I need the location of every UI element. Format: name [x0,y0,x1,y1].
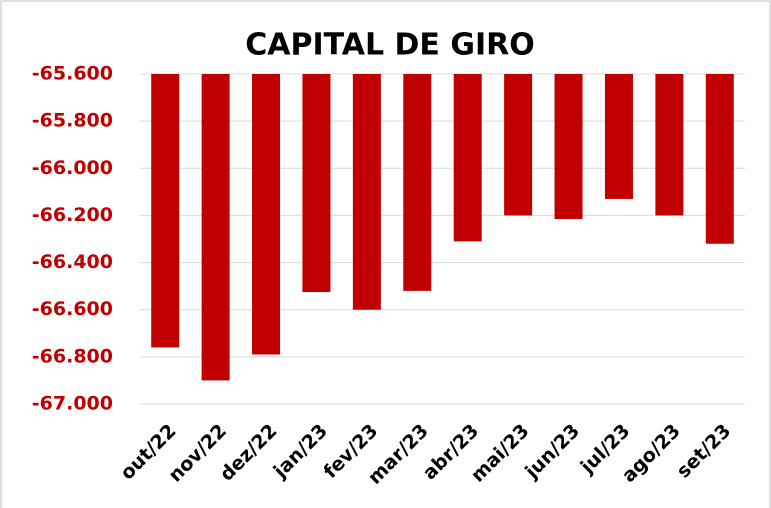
bar [403,74,432,291]
bar [705,74,734,244]
y-tick-label: -66.400 [32,251,113,273]
bar [151,74,180,348]
bar [201,74,230,381]
chart-title: CAPITAL DE GIRO [245,28,535,63]
bar [252,74,281,355]
y-tick-label: -66.600 [32,298,113,320]
bar [504,74,533,216]
y-tick-label: -66.000 [32,157,113,179]
y-tick-label: -67.000 [32,393,113,415]
bar [352,74,381,310]
y-tick-label: -66.200 [32,204,113,226]
bar [554,74,583,219]
bar [453,74,482,242]
bar [604,74,633,199]
y-tick-label: -65.600 [32,63,113,85]
y-tick-label: -66.800 [32,345,113,367]
bar [655,74,684,216]
bar [302,74,331,293]
y-tick-label: -65.800 [32,110,113,132]
